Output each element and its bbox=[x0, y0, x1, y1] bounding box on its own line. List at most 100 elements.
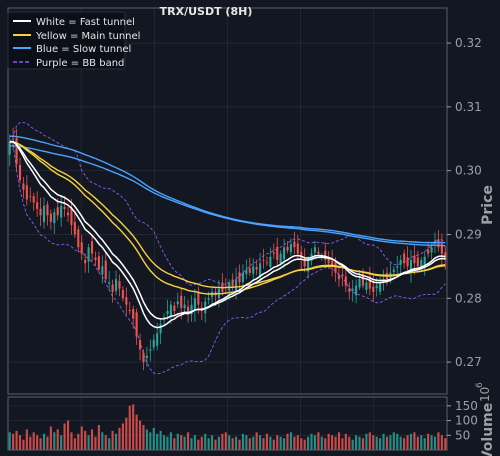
candle-body bbox=[49, 213, 52, 222]
candle bbox=[403, 249, 406, 269]
candle bbox=[279, 250, 282, 266]
volume-bar bbox=[135, 414, 138, 450]
candle-body bbox=[245, 269, 248, 275]
volume-bar bbox=[94, 436, 97, 450]
candle-body bbox=[46, 204, 49, 216]
candle-body bbox=[375, 285, 378, 289]
candle-body bbox=[337, 274, 341, 280]
volume-bar bbox=[25, 429, 28, 450]
volume-bar bbox=[104, 435, 107, 450]
candle bbox=[265, 256, 269, 266]
volume-bar bbox=[56, 429, 59, 450]
volume-tick-label: 100 bbox=[455, 414, 478, 428]
candle bbox=[245, 259, 248, 280]
volume-bar bbox=[176, 433, 179, 450]
volume-bar bbox=[385, 436, 389, 450]
candle-body bbox=[18, 164, 22, 181]
volume-bar bbox=[427, 433, 430, 450]
volume-bar bbox=[406, 435, 409, 450]
candle bbox=[293, 231, 296, 255]
candle bbox=[272, 243, 275, 260]
volume-bar bbox=[300, 438, 303, 450]
candle-body bbox=[276, 246, 279, 261]
candle-body bbox=[63, 206, 66, 209]
candle bbox=[190, 295, 193, 322]
candle-body bbox=[283, 247, 286, 260]
candle bbox=[87, 243, 90, 273]
candle-body bbox=[53, 212, 56, 224]
candle-body bbox=[12, 138, 15, 140]
candle bbox=[324, 242, 327, 264]
legend-label-fast-tunnel: White = Fast tunnel bbox=[36, 17, 135, 28]
volume-bar bbox=[307, 436, 310, 450]
volume-bar bbox=[101, 432, 104, 450]
volume-bar bbox=[372, 435, 375, 450]
volume-panel-frame bbox=[7, 396, 448, 451]
candle-body bbox=[241, 272, 244, 282]
candle bbox=[25, 175, 28, 206]
candle-body bbox=[413, 255, 416, 264]
volume-bar bbox=[142, 424, 145, 450]
candle-body bbox=[248, 268, 251, 273]
candle bbox=[32, 192, 35, 211]
candle bbox=[427, 241, 430, 258]
candle bbox=[392, 266, 395, 279]
candle bbox=[341, 266, 344, 287]
candle bbox=[73, 211, 76, 238]
slow-tunnel-upper bbox=[9, 135, 446, 244]
candle-body bbox=[293, 241, 296, 248]
candle bbox=[248, 257, 251, 276]
candle-body bbox=[87, 247, 90, 262]
volume-bar bbox=[361, 438, 365, 450]
candle-body bbox=[440, 243, 443, 254]
volume-bar bbox=[430, 435, 433, 450]
candle-body bbox=[313, 247, 317, 253]
volume-bar bbox=[217, 436, 220, 450]
volume-bar bbox=[399, 436, 402, 450]
volume-bar bbox=[238, 439, 241, 450]
volume-bar bbox=[66, 420, 70, 450]
candle-body bbox=[77, 229, 80, 248]
volume-bar bbox=[313, 435, 317, 450]
volume-bar bbox=[396, 433, 399, 450]
candle-body bbox=[128, 310, 131, 312]
volume-bar bbox=[265, 433, 269, 450]
candle-body bbox=[307, 260, 310, 272]
volume-bar bbox=[108, 438, 111, 450]
volume-bar bbox=[269, 436, 272, 450]
candle-body bbox=[427, 249, 430, 254]
volume-bar bbox=[207, 438, 210, 450]
candle bbox=[39, 197, 42, 227]
candle-body bbox=[224, 285, 227, 287]
candle bbox=[437, 230, 440, 252]
candle bbox=[317, 247, 320, 257]
candle-body bbox=[145, 355, 148, 359]
volume-bar bbox=[235, 436, 238, 450]
candle bbox=[423, 251, 426, 276]
candle-body bbox=[142, 352, 145, 363]
volume-bar bbox=[221, 433, 224, 450]
legend: White = Fast tunnel Yellow = Main tunnel… bbox=[7, 11, 140, 70]
candle-body bbox=[190, 304, 193, 315]
candle-body bbox=[286, 246, 289, 251]
volume-bar bbox=[128, 405, 131, 450]
candle-body bbox=[269, 256, 272, 267]
candle bbox=[379, 276, 382, 296]
candle bbox=[176, 292, 179, 309]
candle-body bbox=[379, 282, 382, 292]
candle bbox=[193, 288, 196, 322]
candle bbox=[49, 209, 52, 230]
candle bbox=[211, 286, 214, 304]
candle bbox=[70, 198, 73, 235]
volume-bar bbox=[156, 433, 159, 450]
candle-body bbox=[132, 309, 135, 319]
candle-body bbox=[259, 263, 262, 277]
volume-exponent-power: 6 bbox=[475, 382, 485, 388]
candle bbox=[18, 157, 22, 184]
candle bbox=[66, 207, 70, 223]
volume-bar bbox=[73, 438, 76, 450]
volume-bar bbox=[416, 436, 419, 450]
price-axis-ticks: 0.27 0.28 0.29 0.30 0.31 0.32 bbox=[447, 36, 482, 369]
